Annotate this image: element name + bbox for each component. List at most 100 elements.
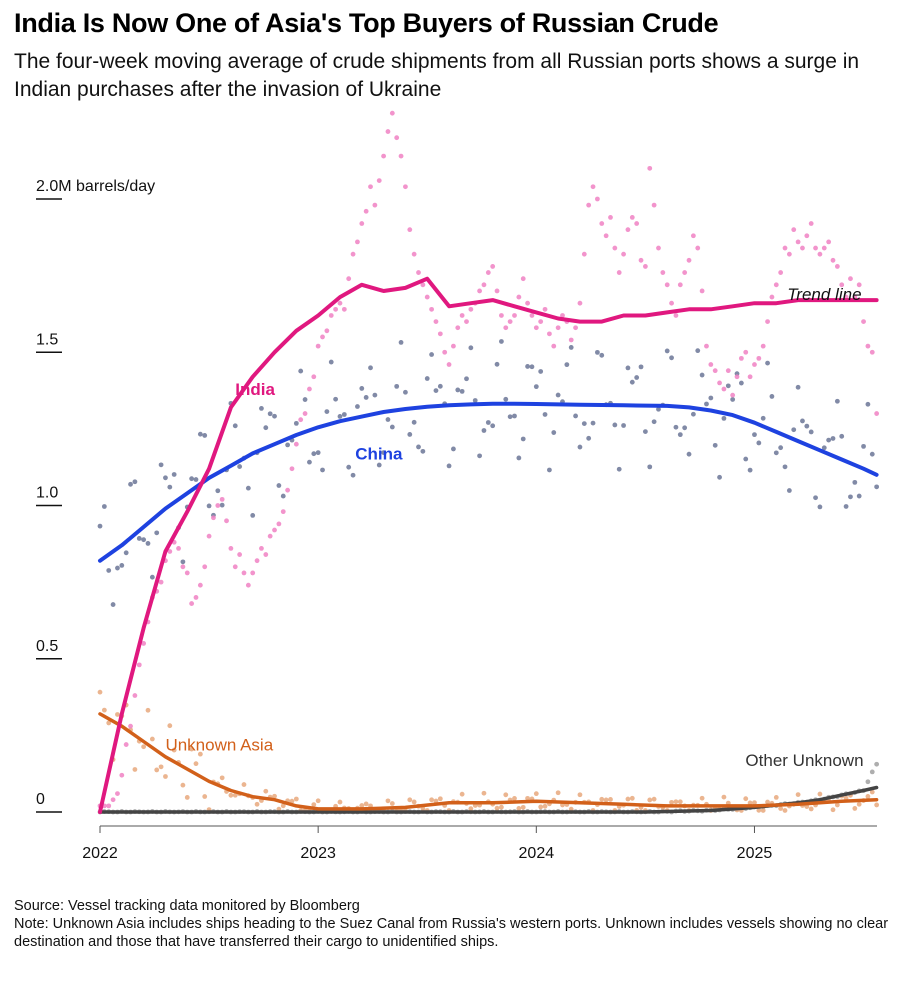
china-point [743, 456, 749, 462]
india-point [250, 570, 256, 576]
unknown-asia-point [481, 790, 487, 796]
china-point [171, 472, 177, 477]
india-point [529, 313, 535, 318]
china-point [293, 420, 299, 426]
china-point [433, 388, 439, 394]
india-point [372, 202, 378, 208]
india-point [525, 300, 530, 306]
china-point [472, 398, 478, 403]
india-point [756, 355, 762, 361]
china-point [760, 415, 766, 421]
china-point [101, 504, 107, 509]
china-point [817, 504, 823, 510]
china-point [765, 360, 770, 366]
china-point [320, 467, 325, 473]
india-point [616, 270, 622, 275]
china-point [568, 345, 574, 350]
china-point [612, 422, 618, 428]
unknown-asia-point [808, 806, 814, 812]
china-point [704, 401, 709, 407]
china-point [800, 418, 805, 424]
india-point [494, 288, 500, 294]
india-point [398, 153, 404, 159]
china-point [285, 442, 291, 448]
unknown-asia-point [865, 794, 871, 799]
india-point [136, 662, 142, 668]
india-point [403, 184, 408, 190]
unknown-asia-point [184, 795, 190, 800]
china-point [708, 395, 714, 401]
india-point [778, 270, 784, 275]
china-point [263, 425, 269, 431]
china-point [455, 387, 461, 393]
india-point [786, 251, 792, 257]
india-point [769, 294, 775, 300]
unknown-asia-point [180, 782, 186, 788]
india-point [132, 693, 138, 698]
china-point [446, 463, 452, 469]
india-point [359, 221, 365, 226]
china-point [725, 383, 731, 389]
india-point [241, 570, 247, 576]
unknown-asia-point [385, 798, 391, 804]
series-label: India [235, 380, 275, 399]
india-point [704, 343, 709, 349]
unknown-asia-point [608, 797, 613, 802]
china-point [717, 474, 722, 480]
other-unknown-point [869, 769, 875, 775]
india-point [280, 509, 286, 515]
china-point [398, 340, 404, 345]
china-point [477, 453, 482, 459]
unknown-asia-point [555, 790, 561, 796]
india-point [115, 791, 120, 797]
china-point [512, 413, 517, 419]
china-point [368, 365, 373, 371]
china-point [629, 379, 635, 385]
unknown-asia-point [538, 804, 544, 810]
china-point [573, 413, 578, 419]
china-point [311, 451, 317, 457]
china-point [145, 541, 151, 546]
unknown-asia-point [337, 799, 343, 805]
india-point [721, 386, 727, 392]
china-point [167, 484, 173, 490]
india-point [861, 319, 866, 324]
china-point [420, 448, 426, 454]
unknown-asia-point [577, 792, 583, 798]
india-point [193, 595, 199, 600]
china-point [599, 352, 605, 358]
unknown-asia-point [503, 792, 509, 798]
china-point [403, 389, 408, 395]
india-point [437, 331, 443, 337]
china-point [647, 464, 653, 470]
china-point [315, 450, 321, 456]
china-point [874, 484, 880, 490]
china-point [677, 432, 683, 438]
unknown-asia-point [433, 798, 439, 804]
india-point [263, 552, 269, 557]
unknown-asia-point [189, 746, 195, 752]
china-point [590, 420, 596, 426]
india-point [708, 362, 714, 367]
china-point [791, 427, 797, 433]
china-point [219, 502, 225, 508]
unknown-asia-point [132, 767, 138, 772]
unknown-asia-point [254, 801, 260, 807]
unknown-asia-point [193, 761, 199, 767]
china-point [861, 443, 866, 449]
india-point [791, 227, 797, 233]
india-point [507, 319, 513, 324]
india-point [202, 564, 208, 570]
unknown-asia-point [743, 796, 749, 802]
india-point [219, 496, 225, 502]
scatter-points [97, 110, 880, 815]
india-point [158, 579, 164, 585]
unknown-asia-point [359, 803, 365, 808]
unknown-asia-point [171, 747, 177, 753]
india-point [590, 184, 596, 190]
china-point [163, 475, 168, 481]
china-point [202, 433, 208, 438]
china-point [586, 435, 592, 441]
india-point [328, 313, 334, 318]
